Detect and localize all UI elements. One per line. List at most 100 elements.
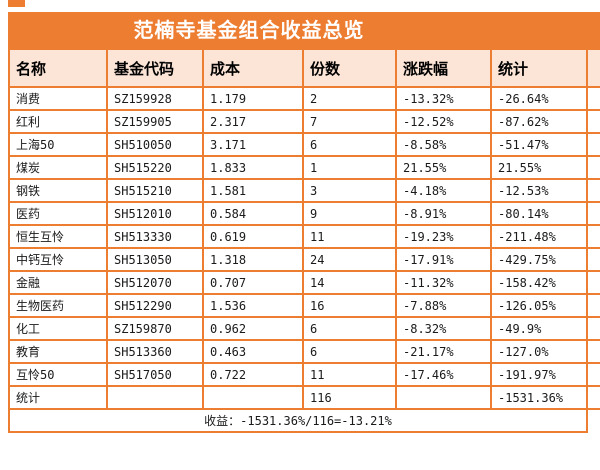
page-title: 范楠寺基金组合收益总览 (133, 18, 365, 42)
cell-code[interactable]: SZ159905 (106, 109, 204, 134)
table-row: 红利 SZ159905 2.317 7 -12.52% -87.62% (8, 109, 600, 134)
cell-shares[interactable]: 16 (302, 293, 397, 318)
cell-code[interactable]: SH513330 (106, 224, 204, 249)
cell-change[interactable]: -8.58% (395, 132, 492, 157)
cell-clipped (586, 132, 600, 157)
cell-summary-cost[interactable] (202, 385, 304, 410)
cell-total[interactable]: -211.48% (490, 224, 588, 249)
cell-code[interactable]: SZ159870 (106, 316, 204, 341)
cell-change[interactable]: -12.52% (395, 109, 492, 134)
cell-cost[interactable]: 0.463 (202, 339, 304, 364)
cell-change[interactable]: -13.32% (395, 86, 492, 111)
cell-cost[interactable]: 3.171 (202, 132, 304, 157)
cell-name[interactable]: 中钙互怜 (8, 247, 108, 272)
cell-cost[interactable]: 0.619 (202, 224, 304, 249)
cell-code[interactable]: SH512010 (106, 201, 204, 226)
cell-shares[interactable]: 24 (302, 247, 397, 272)
cell-name[interactable]: 医药 (8, 201, 108, 226)
cell-shares[interactable]: 14 (302, 270, 397, 295)
table-title-bar[interactable]: 范楠寺基金组合收益总览 (8, 12, 600, 48)
cell-total[interactable]: -429.75% (490, 247, 588, 272)
cell-name[interactable]: 红利 (8, 109, 108, 134)
cell-cost[interactable]: 1.833 (202, 155, 304, 180)
cell-shares[interactable]: 11 (302, 224, 397, 249)
cell-code[interactable]: SH513050 (106, 247, 204, 272)
cell-name[interactable]: 消费 (8, 86, 108, 111)
cell-total[interactable]: -127.0% (490, 339, 588, 364)
cell-cost[interactable]: 1.536 (202, 293, 304, 318)
table-row: 教育 SH513360 0.463 6 -21.17% -127.0% (8, 339, 600, 364)
cell-name[interactable]: 上海50 (8, 132, 108, 157)
cell-cost[interactable]: 1.179 (202, 86, 304, 111)
cell-total[interactable]: -191.97% (490, 362, 588, 387)
cell-total[interactable]: -80.14% (490, 201, 588, 226)
column-header-name[interactable]: 名称 (8, 48, 108, 88)
cell-change[interactable]: -17.46% (395, 362, 492, 387)
cell-cost[interactable]: 2.317 (202, 109, 304, 134)
cell-total[interactable]: -87.62% (490, 109, 588, 134)
cell-cost[interactable]: 1.581 (202, 178, 304, 203)
cell-code[interactable]: SH515220 (106, 155, 204, 180)
table-row: 消费 SZ159928 1.179 2 -13.32% -26.64% (8, 86, 600, 111)
cell-shares[interactable]: 3 (302, 178, 397, 203)
cell-code[interactable]: SH512070 (106, 270, 204, 295)
cell-shares[interactable]: 2 (302, 86, 397, 111)
cell-cost[interactable]: 0.722 (202, 362, 304, 387)
cell-change[interactable]: -8.32% (395, 316, 492, 341)
cell-change[interactable]: -8.91% (395, 201, 492, 226)
cell-code[interactable]: SH510050 (106, 132, 204, 157)
cell-cost[interactable]: 0.962 (202, 316, 304, 341)
cell-name[interactable]: 生物医药 (8, 293, 108, 318)
cell-change[interactable]: -4.18% (395, 178, 492, 203)
cell-total[interactable]: -158.42% (490, 270, 588, 295)
column-header-code[interactable]: 基金代码 (106, 48, 204, 88)
cell-total[interactable]: -12.53% (490, 178, 588, 203)
cell-total[interactable]: -51.47% (490, 132, 588, 157)
cell-summary-label[interactable]: 统计 (8, 385, 108, 410)
cell-cost[interactable]: 0.584 (202, 201, 304, 226)
cell-shares[interactable]: 11 (302, 362, 397, 387)
cell-name[interactable]: 教育 (8, 339, 108, 364)
cell-shares[interactable]: 1 (302, 155, 397, 180)
cell-change[interactable]: -7.88% (395, 293, 492, 318)
cell-code[interactable]: SH512290 (106, 293, 204, 318)
column-header-shares[interactable]: 份数 (302, 48, 397, 88)
cell-change[interactable]: -11.32% (395, 270, 492, 295)
cell-change[interactable]: -21.17% (395, 339, 492, 364)
cell-cost[interactable]: 1.318 (202, 247, 304, 272)
cell-summary-change[interactable] (395, 385, 492, 410)
cell-shares[interactable]: 7 (302, 109, 397, 134)
cell-cost[interactable]: 0.707 (202, 270, 304, 295)
cell-code[interactable]: SH515210 (106, 178, 204, 203)
cell-change[interactable]: 21.55% (395, 155, 492, 180)
cell-shares[interactable]: 6 (302, 316, 397, 341)
cell-total[interactable]: -126.05% (490, 293, 588, 318)
footer-clipped (587, 408, 600, 432)
header-row: 名称 基金代码 成本 份数 涨跌幅 统计 (8, 48, 600, 88)
cell-name[interactable]: 化工 (8, 316, 108, 341)
cell-name[interactable]: 互怜50 (8, 362, 108, 387)
cell-change[interactable]: -19.23% (395, 224, 492, 249)
cell-name[interactable]: 金融 (8, 270, 108, 295)
cell-name[interactable]: 恒生互怜 (8, 224, 108, 249)
cell-total[interactable]: -49.9% (490, 316, 588, 341)
cell-change[interactable]: -17.91% (395, 247, 492, 272)
cell-shares[interactable]: 9 (302, 201, 397, 226)
cell-summary-code[interactable] (106, 385, 204, 410)
cell-code[interactable]: SH517050 (106, 362, 204, 387)
cell-name[interactable]: 煤炭 (8, 155, 108, 180)
cell-code[interactable]: SH513360 (106, 339, 204, 364)
cell-name[interactable]: 钢铁 (8, 178, 108, 203)
cell-summary-shares[interactable]: 116 (302, 385, 397, 410)
table-row: 化工 SZ159870 0.962 6 -8.32% -49.9% (8, 316, 600, 341)
cell-code[interactable]: SZ159928 (106, 86, 204, 111)
column-header-change[interactable]: 涨跌幅 (395, 48, 492, 88)
cell-shares[interactable]: 6 (302, 132, 397, 157)
yield-formula-text[interactable]: 收益：-1531.36%/116=-13.21% (8, 408, 588, 433)
cell-total[interactable]: -26.64% (490, 86, 588, 111)
cell-shares[interactable]: 6 (302, 339, 397, 364)
column-header-total[interactable]: 统计 (490, 48, 588, 88)
column-header-cost[interactable]: 成本 (202, 48, 304, 88)
cell-summary-total[interactable]: -1531.36% (490, 385, 588, 410)
cell-total[interactable]: 21.55% (490, 155, 588, 180)
